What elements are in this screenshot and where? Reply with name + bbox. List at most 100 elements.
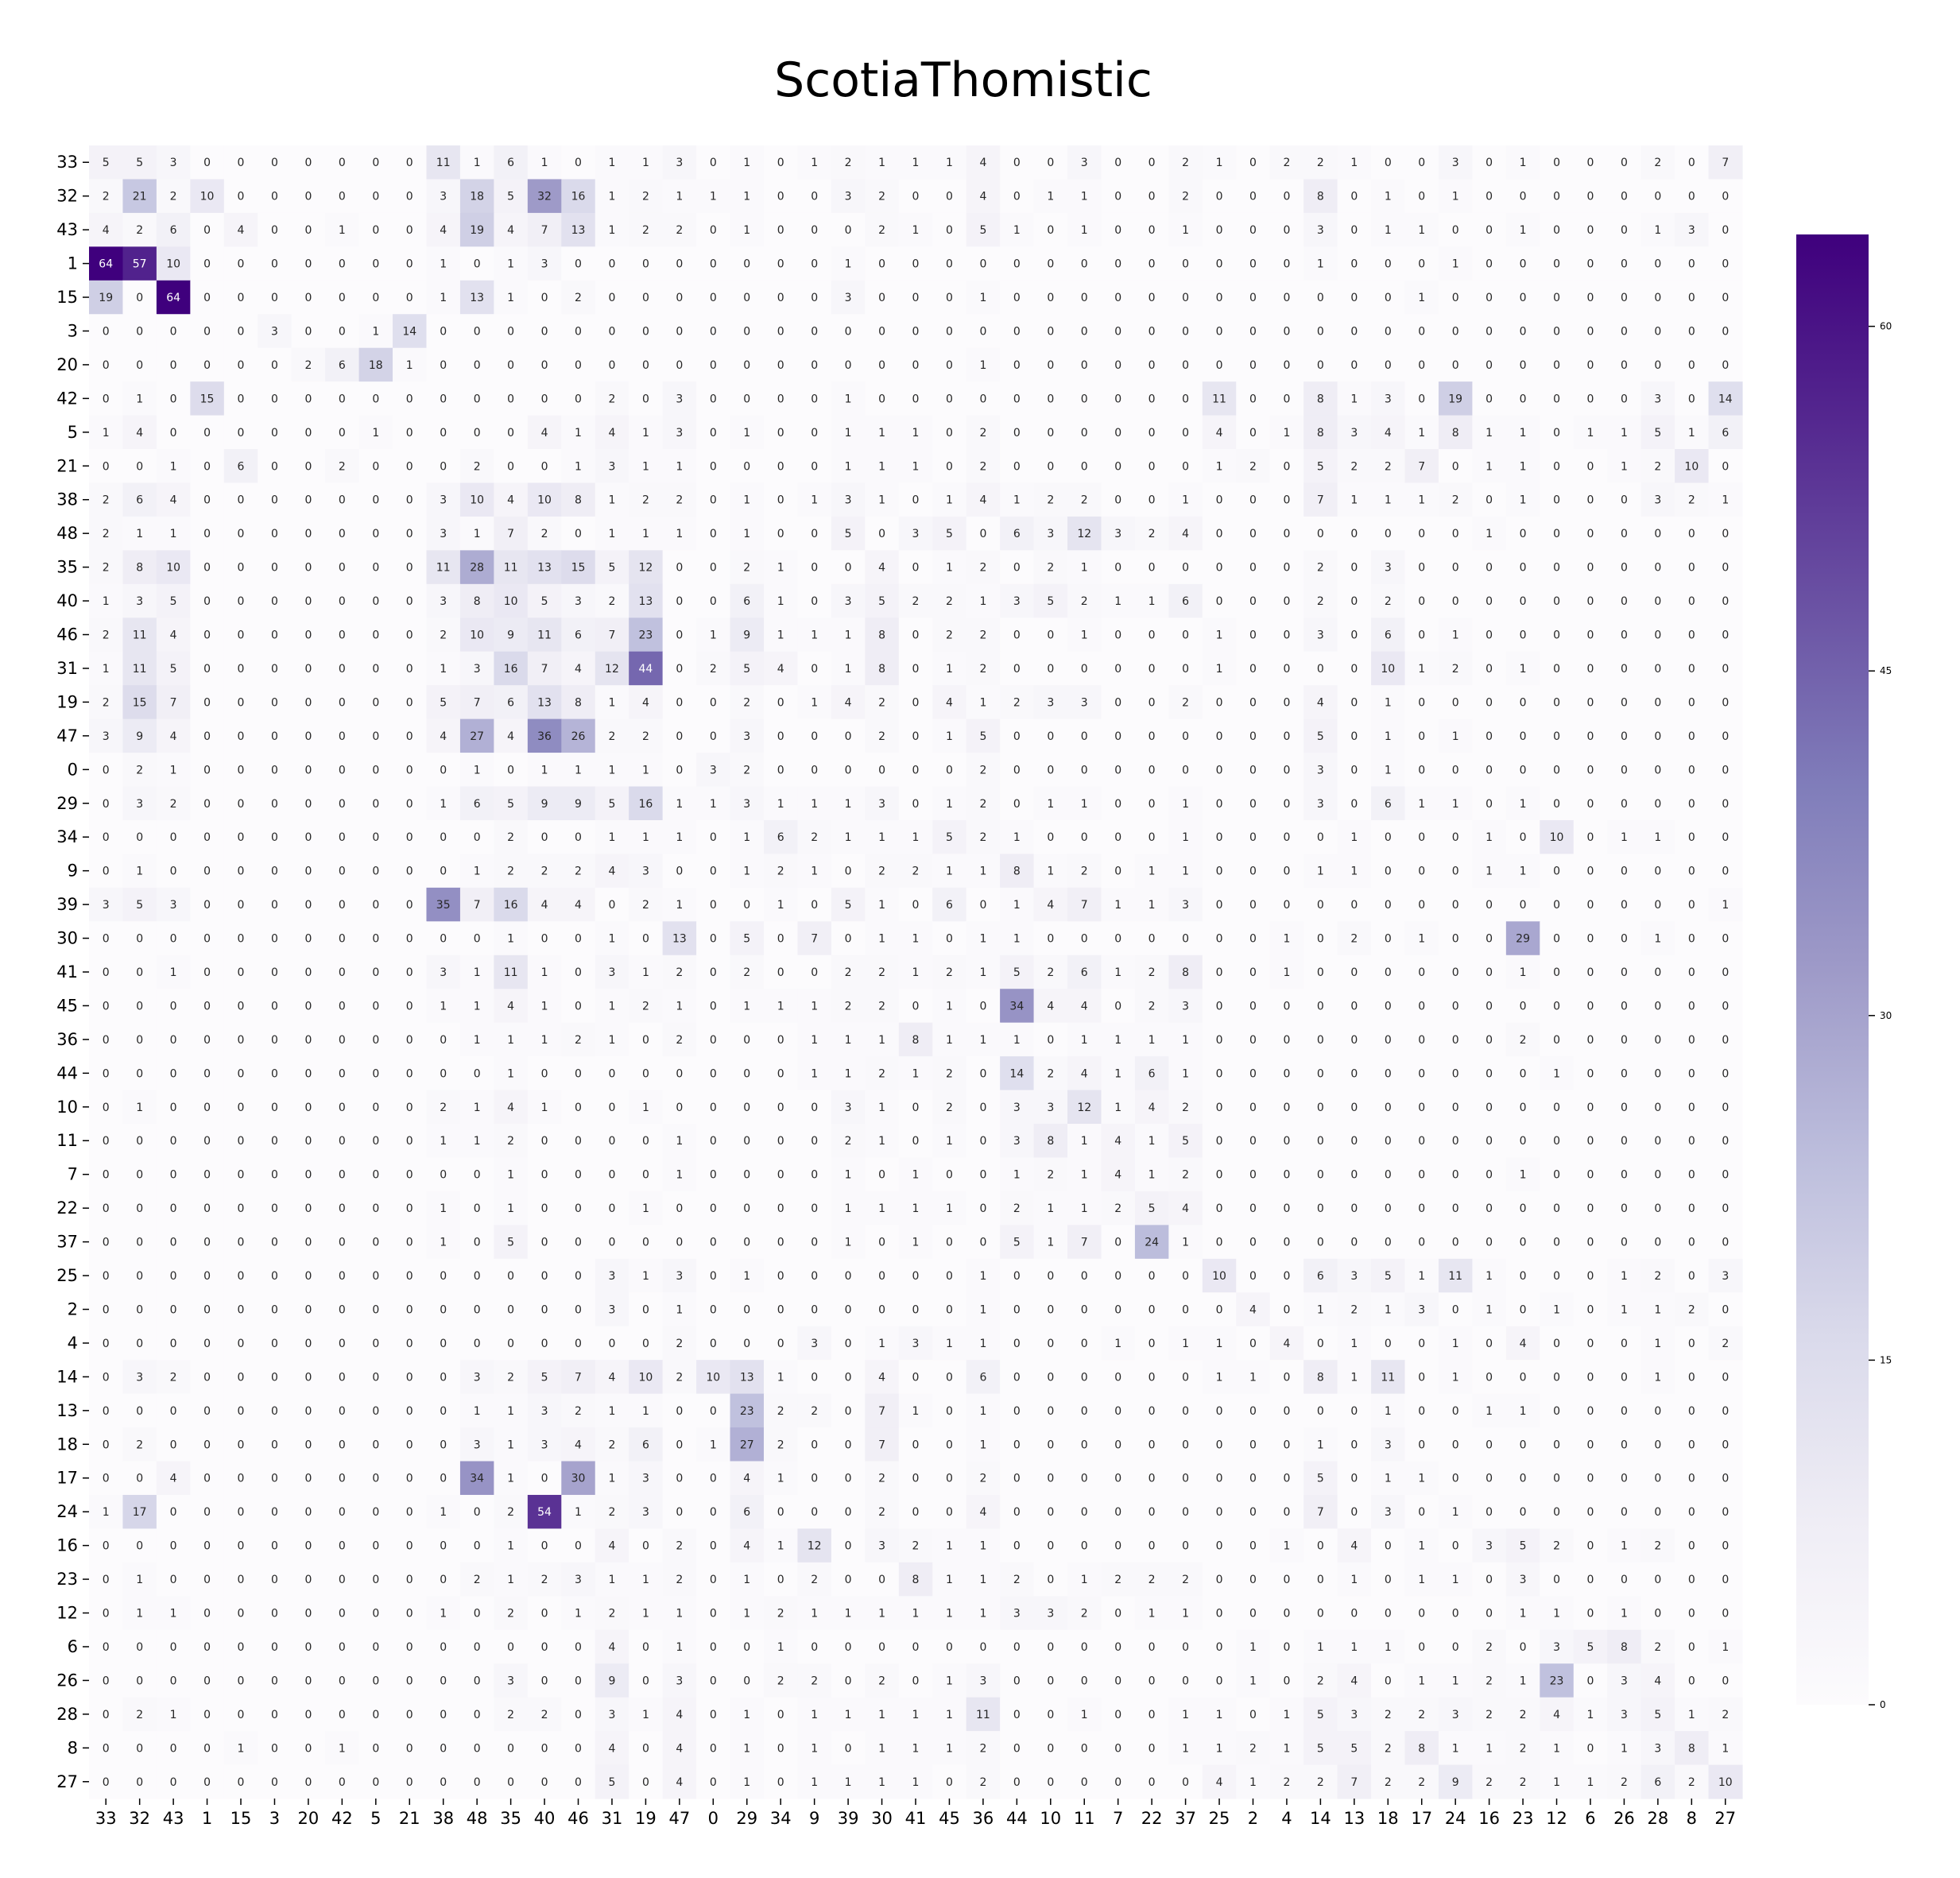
- x-tick-label: 25: [1209, 1809, 1230, 1828]
- cell-value-label: 0: [136, 1000, 143, 1013]
- cell-value-label: 4: [1047, 899, 1054, 912]
- cell-value-label: 0: [271, 730, 278, 743]
- cell-value-label: 2: [1283, 157, 1290, 169]
- cell-value-label: 0: [1553, 1439, 1560, 1451]
- cell-value-label: 1: [845, 427, 852, 439]
- x-tick-label: 38: [432, 1809, 454, 1828]
- cell-value-label: 2: [1182, 1102, 1189, 1114]
- cell-value-label: 3: [710, 764, 717, 776]
- cell-value-label: 2: [1148, 1000, 1156, 1013]
- cell-value-label: 1: [979, 865, 986, 878]
- heatmap-cell: [1269, 246, 1304, 281]
- cell-value-label: 0: [1452, 1608, 1459, 1621]
- cell-value-label: 0: [440, 1371, 447, 1384]
- cell-value-label: 0: [1148, 629, 1156, 642]
- cell-value-label: 0: [1283, 1169, 1290, 1182]
- x-tick-label: 35: [500, 1809, 521, 1828]
- cell-value-label: 2: [507, 1371, 514, 1384]
- cell-value-label: 0: [743, 1202, 750, 1215]
- cell-value-label: 0: [575, 1102, 582, 1114]
- cell-value-label: 12: [808, 1540, 822, 1553]
- cell-value-label: 6: [170, 224, 177, 237]
- cell-value-label: 7: [1418, 460, 1425, 473]
- cell-value-label: 3: [845, 1102, 852, 1114]
- heatmap-cell: [1202, 212, 1237, 247]
- cell-value-label: 2: [1148, 966, 1156, 979]
- cell-value-label: 3: [474, 1439, 481, 1451]
- cell-value-label: 2: [136, 764, 143, 776]
- cell-value-label: 0: [304, 595, 312, 608]
- cell-value-label: 12: [605, 663, 619, 676]
- cell-value-label: 3: [979, 1675, 986, 1687]
- cell-value-label: 15: [133, 696, 147, 709]
- cell-value-label: 3: [676, 1270, 683, 1283]
- cell-value-label: 8: [136, 562, 143, 575]
- cell-value-label: 4: [575, 663, 582, 676]
- heatmap-cell: [325, 246, 360, 281]
- heatmap-cell: [1573, 280, 1608, 315]
- cell-value-label: 0: [1317, 966, 1324, 979]
- cell-value-label: 2: [474, 1574, 481, 1586]
- cell-value-label: 1: [946, 1675, 953, 1687]
- y-tick-label: 17: [56, 1469, 78, 1488]
- cell-value-label: 0: [811, 528, 818, 540]
- cell-value-label: 0: [372, 1675, 379, 1687]
- cell-value-label: 2: [676, 966, 683, 979]
- cell-value-label: 0: [1385, 1338, 1392, 1350]
- cell-value-label: 0: [1350, 1506, 1358, 1519]
- cell-value-label: 0: [1216, 764, 1223, 776]
- cell-value-label: 0: [372, 1135, 379, 1148]
- cell-value-label: 0: [1587, 1371, 1594, 1384]
- cell-value-label: 0: [1148, 1270, 1156, 1283]
- cell-value-label: 0: [339, 1270, 346, 1283]
- heatmap-cell: [527, 179, 562, 214]
- cell-value-label: 1: [777, 1641, 784, 1654]
- cell-value-label: 8: [1317, 1371, 1324, 1384]
- heatmap-cell: [1371, 314, 1406, 349]
- cell-value-label: 0: [912, 1000, 920, 1013]
- cell-value-label: 0: [1081, 1742, 1088, 1755]
- cell-value-label: 0: [203, 1135, 211, 1148]
- cell-value-label: 0: [1249, 157, 1257, 169]
- cell-value-label: 1: [777, 595, 784, 608]
- cell-value-label: 0: [103, 1776, 110, 1789]
- cell-value-label: 0: [1722, 460, 1729, 473]
- cell-value-label: 19: [470, 224, 484, 237]
- cell-value-label: 1: [474, 1405, 481, 1418]
- cell-value-label: 0: [1688, 1675, 1695, 1687]
- cell-value-label: 0: [1553, 1000, 1560, 1013]
- cell-value-label: 0: [1722, 1000, 1729, 1013]
- cell-value-label: 0: [1418, 1034, 1425, 1047]
- cell-value-label: 2: [1688, 494, 1695, 507]
- cell-value-label: 0: [170, 325, 177, 338]
- cell-value-label: 0: [1520, 562, 1527, 575]
- cell-value-label: 1: [1485, 1303, 1493, 1316]
- cell-value-label: 3: [1418, 1303, 1425, 1316]
- cell-value-label: 0: [1621, 1371, 1628, 1384]
- heatmap-cell: [1708, 212, 1743, 247]
- cell-value-label: 0: [238, 1371, 245, 1384]
- cell-value-label: 0: [1249, 325, 1257, 338]
- cell-value-label: 2: [1249, 460, 1257, 473]
- cell-value-label: 0: [1621, 865, 1628, 878]
- cell-value-label: 1: [1148, 1169, 1156, 1182]
- cell-value-label: 0: [1587, 1169, 1594, 1182]
- cell-value-label: 0: [1081, 1540, 1088, 1553]
- cell-value-label: 0: [203, 1371, 211, 1384]
- cell-value-label: 0: [170, 1237, 177, 1249]
- cell-value-label: 0: [1249, 1102, 1257, 1114]
- heatmap-cell: [1505, 179, 1540, 214]
- cell-value-label: 10: [1550, 831, 1564, 844]
- cell-value-label: 0: [103, 1270, 110, 1283]
- heatmap-cell: [932, 179, 967, 214]
- cell-value-label: 0: [1485, 629, 1493, 642]
- cell-value-label: 0: [406, 730, 413, 743]
- cell-value-label: 1: [1114, 1034, 1121, 1047]
- x-tick-label: 28: [1648, 1809, 1669, 1828]
- heatmap-cell: [426, 145, 461, 180]
- cell-value-label: 0: [238, 1270, 245, 1283]
- cell-value-label: 1: [946, 1000, 953, 1013]
- cell-value-label: 0: [170, 359, 177, 372]
- cell-value-label: 0: [777, 1202, 784, 1215]
- cell-value-label: 0: [710, 393, 717, 405]
